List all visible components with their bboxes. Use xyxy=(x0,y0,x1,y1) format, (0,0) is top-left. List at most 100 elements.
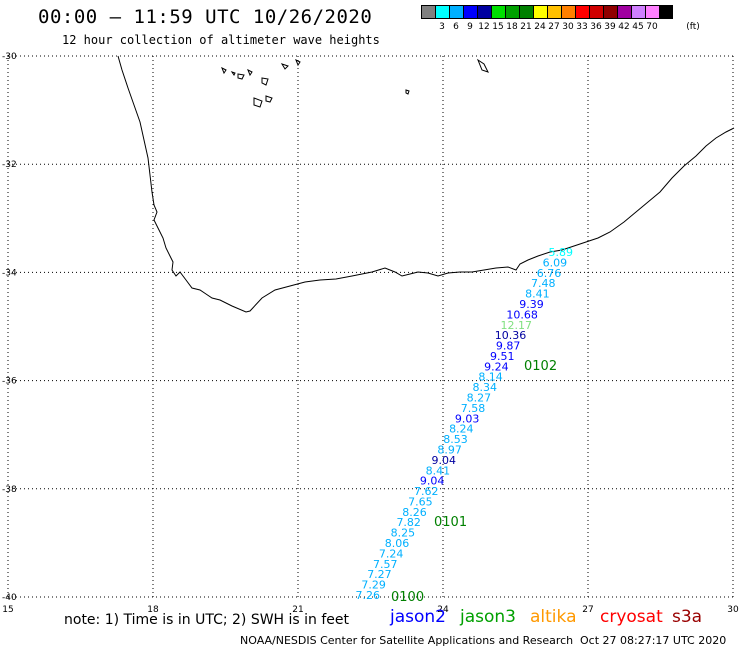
graticule xyxy=(7,55,734,598)
jason-track: 5.896.096.767.488.419.3910.6812.1710.369… xyxy=(356,246,574,605)
scale-label: 15 xyxy=(492,22,504,32)
wave-height-reading: 7.82 xyxy=(396,516,421,529)
timestamp-text: Oct 27 08:27:17 UTC 2020 xyxy=(580,634,727,647)
scale-label: 36 xyxy=(590,22,602,32)
scale-label: 33 xyxy=(576,22,588,32)
source-text: NOAA/NESDIS Center for Satellite Applica… xyxy=(240,634,574,647)
wave-height-reading: 7.27 xyxy=(367,568,392,581)
scale-swatch xyxy=(631,5,645,19)
scale-label: 9 xyxy=(467,22,473,32)
scale-swatch xyxy=(519,5,533,19)
lat-label: -36 xyxy=(2,377,17,387)
wave-height-reading: 6.09 xyxy=(543,256,568,269)
scale-label: 18 xyxy=(506,22,518,32)
scale-unit: (ft) xyxy=(686,22,700,32)
wave-height-reading: 12.17 xyxy=(501,319,533,332)
coastline-south-africa xyxy=(117,55,735,313)
axis-labels: 15 18 21 24 27 30 -30 -32 -34 -36 -38 -40 xyxy=(2,52,739,615)
scale-label: 3 xyxy=(439,22,445,32)
scale-swatch xyxy=(659,5,673,19)
scale-label: 24 xyxy=(534,22,546,32)
note-text: note: 1) Time is in UTC; 2) SWH is in fe… xyxy=(64,612,350,628)
wave-height-reading: 8.41 xyxy=(426,464,451,477)
wave-height-reading: 6.76 xyxy=(537,267,562,280)
lon-label: 15 xyxy=(2,605,13,615)
wave-height-reading: 9.51 xyxy=(490,350,515,363)
page-title: 00:00 – 11:59 UTC 10/26/2020 xyxy=(38,6,373,28)
scale-swatch xyxy=(617,5,631,19)
lat-label: -40 xyxy=(2,593,17,603)
lon-label: 18 xyxy=(147,605,159,615)
wave-height-reading: 7.65 xyxy=(408,495,433,508)
page-subtitle: 12 hour collection of altimeter wave hei… xyxy=(62,33,380,47)
wave-height-reading: 7.29 xyxy=(361,579,386,592)
wave-height-reading: 8.06 xyxy=(385,537,410,550)
wave-height-reading: 7.24 xyxy=(379,547,404,560)
scale-swatch xyxy=(505,5,519,19)
wave-height-reading: 8.24 xyxy=(449,423,474,436)
wave-height-reading: 7.58 xyxy=(461,402,486,415)
satellite-jason2: jason2 xyxy=(390,607,446,627)
wave-height-reading: 9.39 xyxy=(519,298,544,311)
lon-label: 24 xyxy=(437,605,449,615)
lon-label: 27 xyxy=(582,605,593,615)
satellite-cryosat: cryosat xyxy=(600,607,663,627)
wave-height-reading: 8.26 xyxy=(402,506,427,519)
wave-height-reading: 7.57 xyxy=(373,558,398,571)
lat-label: -34 xyxy=(2,268,17,278)
lat-label: -30 xyxy=(2,52,17,62)
scale-swatch xyxy=(533,5,547,19)
scale-swatch xyxy=(561,5,575,19)
satellite-altika: altika xyxy=(530,607,577,627)
wave-height-reading: 10.68 xyxy=(506,308,538,321)
wave-height-reading: 7.62 xyxy=(414,485,439,498)
wave-height-reading: 9.04 xyxy=(432,454,457,467)
pass-time-label: 0100 xyxy=(391,590,424,605)
scale-swatch xyxy=(449,5,463,19)
satellite-s3a: s3a xyxy=(672,607,703,627)
scale-swatch xyxy=(477,5,491,19)
scale-label: 70 xyxy=(646,22,658,32)
scale-label: 45 xyxy=(632,22,644,32)
wave-height-reading: 8.27 xyxy=(467,392,492,405)
lon-label: 30 xyxy=(727,605,739,615)
wave-height-reading: 8.25 xyxy=(391,527,416,540)
scale-label: 42 xyxy=(618,22,630,32)
pass-time-label: 0101 xyxy=(434,515,467,530)
scale-swatch xyxy=(491,5,505,19)
scale-label: 39 xyxy=(604,22,616,32)
wave-height-color-scale xyxy=(421,5,673,19)
lon-label: 21 xyxy=(292,605,303,615)
wave-height-reading: 5.89 xyxy=(549,246,574,259)
scale-label: 27 xyxy=(548,22,560,32)
scale-swatch xyxy=(547,5,561,19)
scale-swatch xyxy=(435,5,449,19)
lat-label: -38 xyxy=(2,485,17,495)
scale-swatch xyxy=(603,5,617,19)
wave-height-reading: 8.53 xyxy=(443,433,468,446)
wave-height-reading: 7.48 xyxy=(531,277,556,290)
wave-height-reading: 9.03 xyxy=(455,412,480,425)
scale-swatch xyxy=(463,5,477,19)
scale-swatch xyxy=(421,5,435,19)
wave-height-reading: 10.36 xyxy=(495,329,527,342)
scale-label: 12 xyxy=(478,22,490,32)
scale-label: 6 xyxy=(453,22,459,32)
satellite-jason3: jason3 xyxy=(460,607,516,627)
wave-height-reading: 9.24 xyxy=(484,360,509,373)
scale-label: 21 xyxy=(520,22,532,32)
scale-swatch xyxy=(589,5,603,19)
wave-height-reading: 8.34 xyxy=(472,381,497,394)
wave-height-reading: 7.26 xyxy=(356,589,381,602)
pass-time-label: 0102 xyxy=(524,359,557,374)
wave-height-reading: 8.97 xyxy=(437,443,462,456)
scale-swatch xyxy=(575,5,589,19)
wave-height-reading: 9.04 xyxy=(420,475,445,488)
wave-height-reading: 9.87 xyxy=(496,340,521,353)
islands xyxy=(221,58,489,108)
lat-label: -32 xyxy=(2,160,17,170)
wave-height-reading: 8.14 xyxy=(478,371,503,384)
scale-label: 30 xyxy=(562,22,574,32)
wave-height-reading: 8.41 xyxy=(525,288,550,301)
